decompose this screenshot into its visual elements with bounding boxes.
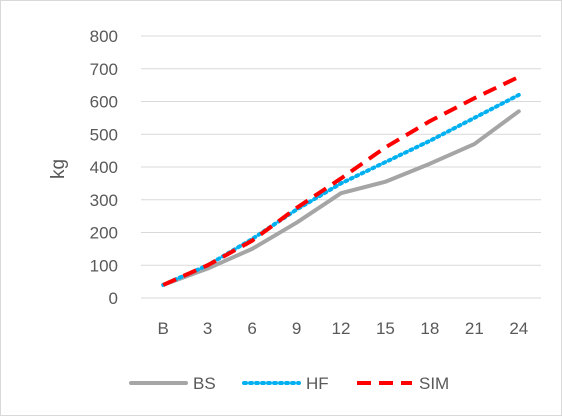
y-tick-label: 700 xyxy=(90,60,118,79)
y-tick-label: 100 xyxy=(90,256,118,275)
legend: BS HF SIM xyxy=(131,374,449,393)
y-tick-labels: 0 100 200 300 400 500 600 700 800 xyxy=(90,27,118,308)
series-line-hf xyxy=(163,95,519,285)
x-tick-label: 21 xyxy=(465,319,484,338)
y-tick-label: 200 xyxy=(90,224,118,243)
legend-label-sim: SIM xyxy=(419,374,449,393)
x-tick-label: 24 xyxy=(509,319,528,338)
series-lines xyxy=(163,77,519,285)
x-tick-label: 15 xyxy=(376,319,395,338)
x-tick-label: 18 xyxy=(420,319,439,338)
y-tick-label: 300 xyxy=(90,191,118,210)
x-tick-labels: B 3 6 9 12 15 18 21 24 xyxy=(158,319,529,338)
y-tick-label: 600 xyxy=(90,93,118,112)
y-tick-label: 500 xyxy=(90,125,118,144)
x-tick-label: 6 xyxy=(247,319,256,338)
y-tick-label: 800 xyxy=(90,27,118,46)
y-axis-label: kg xyxy=(48,159,69,179)
series-line-sim xyxy=(163,77,519,285)
legend-label-hf: HF xyxy=(306,374,329,393)
legend-label-bs: BS xyxy=(193,374,216,393)
x-tick-label: 12 xyxy=(332,319,351,338)
x-tick-label: B xyxy=(158,319,169,338)
x-tick-label: 3 xyxy=(203,319,212,338)
y-tick-label: 0 xyxy=(109,289,118,308)
x-tick-label: 9 xyxy=(292,319,301,338)
y-tick-label: 400 xyxy=(90,158,118,177)
gridlines xyxy=(141,36,541,298)
